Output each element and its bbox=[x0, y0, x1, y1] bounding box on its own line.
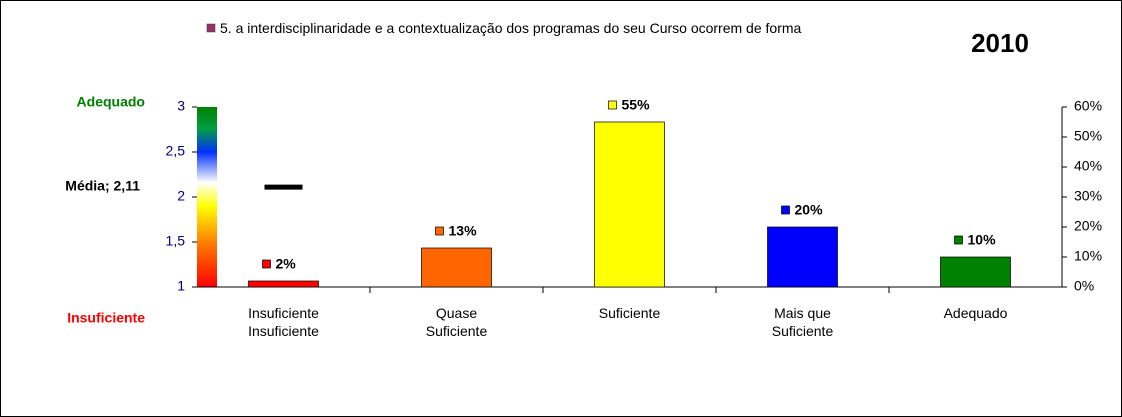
value-label-swatch bbox=[781, 205, 790, 215]
y-tick-label: 2,5 bbox=[166, 143, 186, 159]
x-tick-label: Quase Suficiente bbox=[425, 305, 488, 339]
value-label: 20% bbox=[795, 202, 824, 218]
bar bbox=[248, 280, 319, 288]
value-label: 10% bbox=[968, 232, 997, 248]
value-label: 2% bbox=[276, 256, 297, 272]
y2-tick-label: 0% bbox=[1074, 278, 1094, 294]
y2-tick-label: 60% bbox=[1074, 98, 1102, 114]
value-label: 13% bbox=[449, 223, 478, 239]
x-tick-label: Suficiente bbox=[598, 305, 661, 321]
value-label-swatch bbox=[435, 226, 444, 236]
top-label: Adequado bbox=[77, 94, 145, 110]
y-tick-label: 1,5 bbox=[166, 233, 186, 249]
x-tick-label: Adequado bbox=[943, 305, 1008, 321]
legend-swatch bbox=[206, 23, 216, 33]
x-tick-label: Insuficiente Insuficiente bbox=[248, 305, 319, 339]
value-label-swatch bbox=[262, 259, 271, 269]
y2-tick-label: 40% bbox=[1074, 158, 1102, 174]
y-tick-label: 3 bbox=[177, 98, 185, 114]
chart-title: 2010 bbox=[971, 28, 1029, 58]
bottom-label: Insuficiente bbox=[67, 310, 145, 326]
mean-label: Média; 2,11 bbox=[65, 178, 140, 194]
y2-tick-label: 30% bbox=[1074, 188, 1102, 204]
value-label-swatch bbox=[608, 100, 617, 110]
bar bbox=[421, 247, 492, 288]
y-tick-label: 1 bbox=[177, 278, 185, 294]
bar bbox=[940, 256, 1011, 288]
bar bbox=[767, 226, 838, 288]
y2-tick-label: 10% bbox=[1074, 248, 1102, 264]
legend-text: 5. a interdisciplinaridade e a contextua… bbox=[220, 20, 802, 36]
value-label: 55% bbox=[622, 97, 651, 113]
color-scale bbox=[197, 107, 217, 287]
y-tick-label: 2 bbox=[177, 188, 185, 204]
y2-tick-label: 50% bbox=[1074, 128, 1102, 144]
bar bbox=[594, 121, 665, 288]
value-label-swatch bbox=[954, 235, 963, 245]
y2-tick-label: 20% bbox=[1074, 218, 1102, 234]
x-tick-label: Mais que Suficiente bbox=[771, 305, 834, 339]
